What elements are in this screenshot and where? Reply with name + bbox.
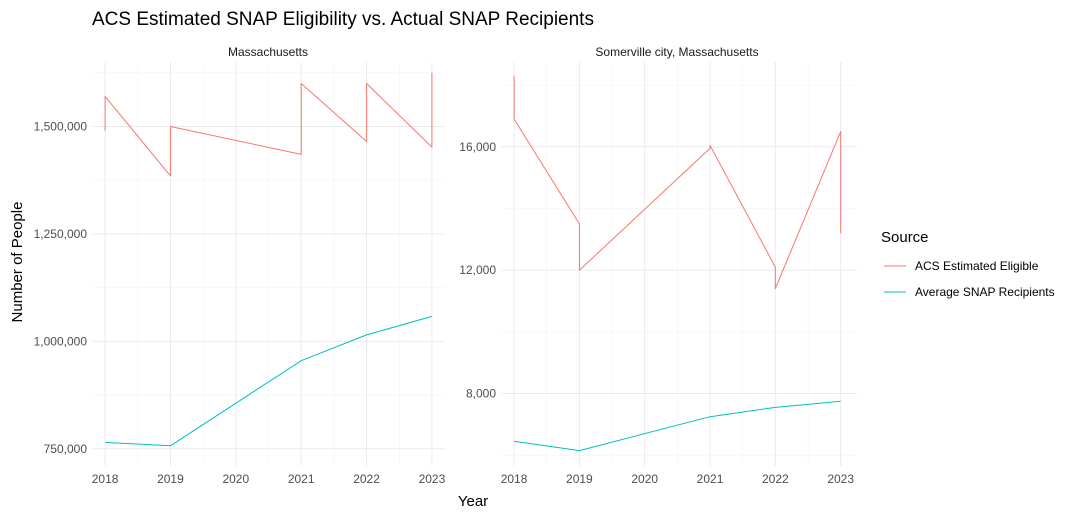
y-tick-label: 1,500,000 xyxy=(34,119,88,133)
panel-somerville: 2018 2019 2020 2021 2022 2023 8,000 12,000 16,00… xyxy=(459,62,857,486)
chart-title: ACS Estimated SNAP Eligibility vs. Actua… xyxy=(92,9,594,30)
x-tick-label: 2019 xyxy=(157,472,184,486)
y-axis-title: Number of People xyxy=(9,202,26,323)
y-tick-label: 750,000 xyxy=(44,442,88,456)
x-tick-label: 2018 xyxy=(92,472,119,486)
x-tick-label: 2018 xyxy=(501,472,528,486)
x-tick-label: 2021 xyxy=(288,472,315,486)
series-line-acs-estimated-eligible xyxy=(513,75,842,290)
y-tick-label: 1,250,000 xyxy=(34,227,88,241)
y-tick-label: 1,000,000 xyxy=(34,334,88,348)
y-tick-label: 16,000 xyxy=(459,140,496,154)
x-tick-label: 2020 xyxy=(222,472,249,486)
y-tick-label: 12,000 xyxy=(459,263,496,277)
x-tick-label: 2019 xyxy=(566,472,593,486)
x-tick-label: 2020 xyxy=(631,472,658,486)
y-tick-label: 8,000 xyxy=(466,387,496,401)
x-axis-title: Year xyxy=(458,493,488,510)
panel-strip-somerville: Somerville city, Massachusetts xyxy=(595,45,758,59)
series-line-average-snap-recipients xyxy=(105,315,433,447)
legend: Source ACS Estimated Eligible Average SN… xyxy=(881,229,1055,299)
x-tick-label: 2023 xyxy=(419,472,446,486)
series-line-average-snap-recipients xyxy=(514,400,841,452)
panel-massachusetts: 2018 2019 2020 2021 2022 2023 750,000 1,000,000… xyxy=(34,62,446,486)
x-tick-label: 2022 xyxy=(762,472,789,486)
legend-label-acs-estimated-eligible: ACS Estimated Eligible xyxy=(915,259,1039,273)
x-tick-label: 2023 xyxy=(827,472,854,486)
series-line-acs-estimated-eligible xyxy=(104,72,433,177)
legend-label-average-snap-recipients: Average SNAP Recipients xyxy=(915,285,1055,299)
panel-strip-massachusetts: Massachusetts xyxy=(228,45,308,59)
x-tick-label: 2021 xyxy=(697,472,724,486)
x-tick-label: 2022 xyxy=(353,472,380,486)
legend-title: Source xyxy=(881,229,929,246)
